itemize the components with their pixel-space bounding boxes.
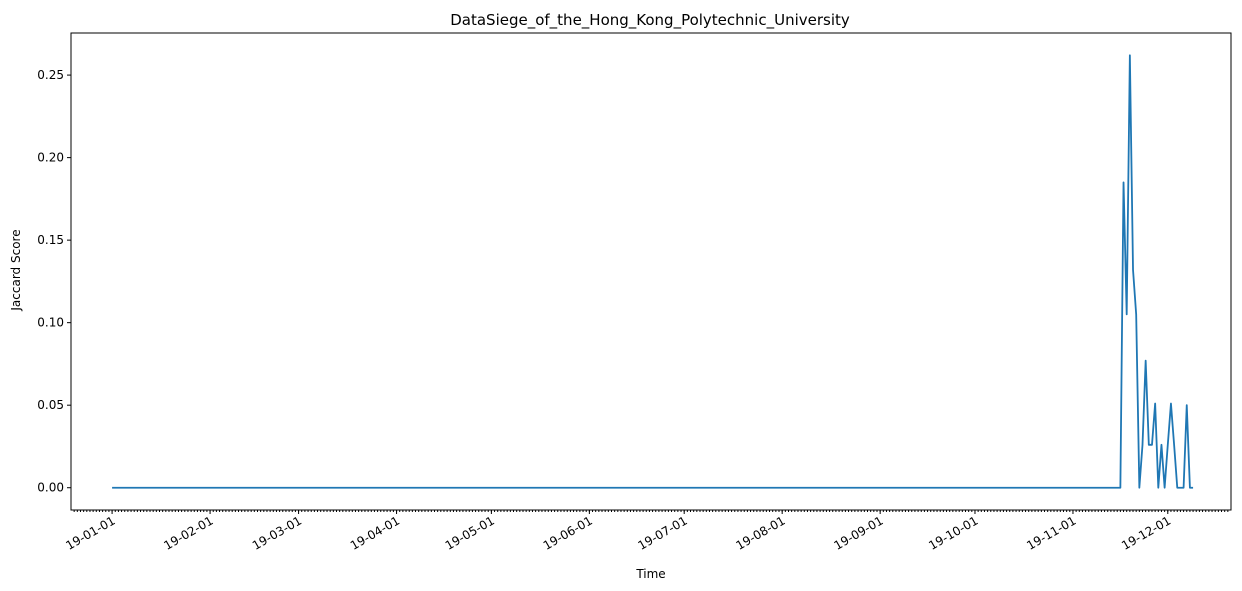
x-tick-label: 19-06-01 (541, 513, 595, 552)
y-tick-label: 0.20 (37, 151, 64, 165)
x-tick-label: 19-07-01 (636, 513, 690, 552)
x-tick-label: 19-10-01 (926, 513, 980, 552)
plot-frame (70, 32, 1232, 511)
x-tick-label: 19-05-01 (443, 513, 497, 552)
x-tick-label: 19-09-01 (831, 513, 885, 552)
chart-title: DataSiege_of_the_Hong_Kong_Polytechnic_U… (450, 11, 850, 30)
x-tick-label: 19-11-01 (1024, 513, 1078, 552)
x-tick-label: 19-12-01 (1119, 513, 1173, 552)
x-axis-label: Time (635, 567, 665, 581)
x-tick-label: 19-08-01 (734, 513, 788, 552)
y-tick-label: 0.15 (37, 233, 64, 247)
series-line (112, 54, 1194, 489)
y-tick-label: 0.00 (37, 481, 64, 495)
y-tick-label: 0.25 (37, 68, 64, 82)
y-tick-label: 0.05 (37, 398, 64, 412)
y-axis-label: Jaccard Score (9, 229, 23, 311)
x-tick-label: 19-04-01 (348, 513, 402, 552)
x-tick-label: 19-02-01 (161, 513, 215, 552)
y-tick-label: 0.10 (37, 316, 64, 330)
plot-area: 19-01-01 19-02-01 19-03-01 19-04-01 19-05-01… (37, 32, 1232, 553)
x-tick-label: 19-03-01 (250, 513, 304, 552)
x-tick-label: 19-01-01 (63, 513, 117, 552)
